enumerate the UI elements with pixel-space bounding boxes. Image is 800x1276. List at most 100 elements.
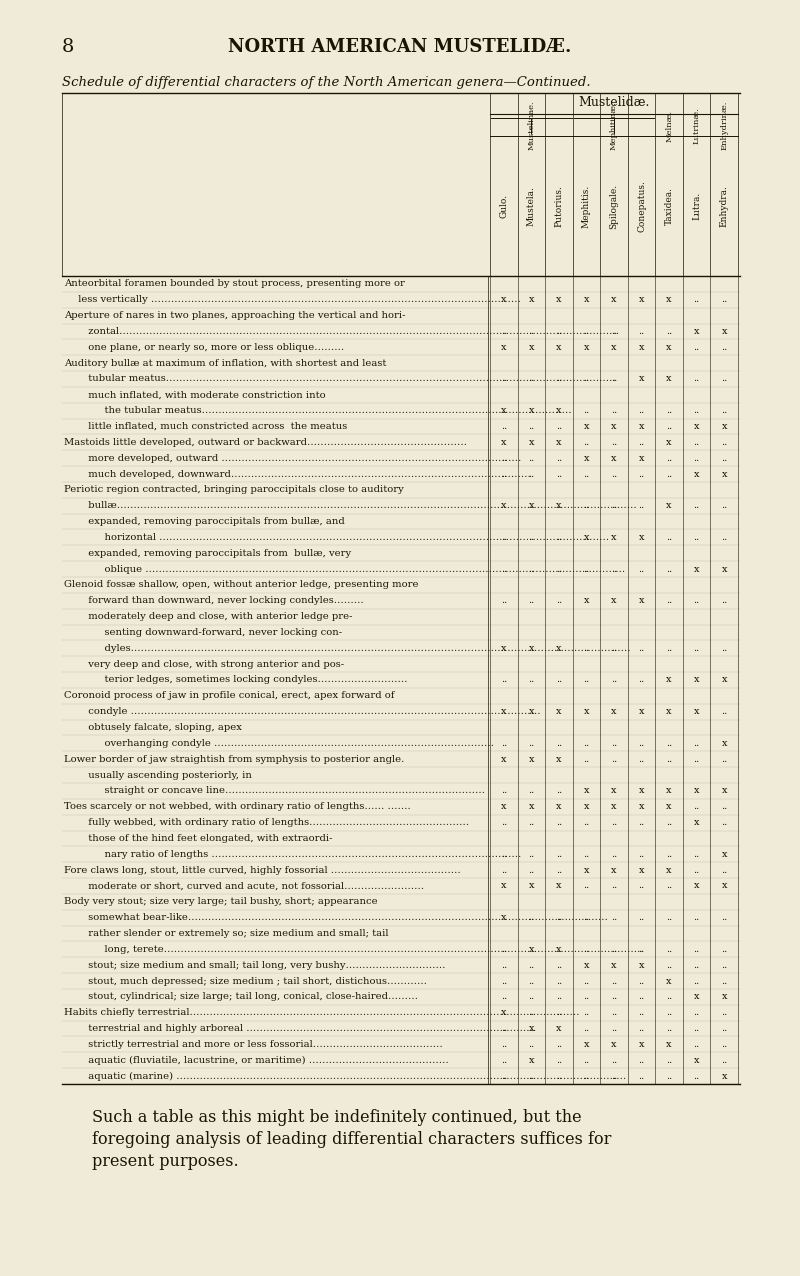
Text: ..: ..	[611, 739, 617, 748]
Text: x: x	[722, 993, 727, 1002]
Text: ..: ..	[694, 1008, 700, 1017]
Text: ..: ..	[583, 327, 590, 336]
Text: ..: ..	[694, 1072, 700, 1081]
Text: ..: ..	[666, 1072, 672, 1081]
Text: x: x	[666, 1040, 672, 1049]
Text: ..: ..	[501, 327, 507, 336]
Text: ..: ..	[694, 406, 700, 415]
Text: ..: ..	[583, 993, 590, 1002]
Text: ..: ..	[501, 454, 507, 463]
Text: senting downward-forward, never locking con-: senting downward-forward, never locking …	[92, 628, 342, 637]
Text: ..: ..	[501, 533, 507, 542]
Text: ..: ..	[611, 501, 617, 510]
Text: ..: ..	[556, 993, 562, 1002]
Text: ..: ..	[721, 865, 727, 874]
Text: x: x	[501, 501, 506, 510]
Text: ..: ..	[583, 944, 590, 954]
Text: overhanging condyle …………………………………………………………………………: overhanging condyle ………………………………………………………	[92, 739, 494, 748]
Text: ..: ..	[501, 976, 507, 985]
Text: ..: ..	[501, 374, 507, 384]
Text: Anteorbital foramen bounded by stout process, presenting more or: Anteorbital foramen bounded by stout pro…	[64, 279, 405, 288]
Text: ..: ..	[638, 914, 645, 923]
Text: x: x	[611, 295, 617, 304]
Text: ..: ..	[694, 1040, 700, 1049]
Text: x: x	[501, 644, 506, 653]
Text: Gulo.: Gulo.	[499, 194, 508, 218]
Text: x: x	[666, 786, 672, 795]
Text: ..: ..	[638, 850, 645, 859]
Text: x: x	[611, 786, 617, 795]
Text: foregoing analysis of leading differential characters suffices for: foregoing analysis of leading differenti…	[92, 1131, 611, 1148]
Text: ..: ..	[666, 564, 672, 574]
Text: ..: ..	[694, 374, 700, 384]
Text: ..: ..	[501, 865, 507, 874]
Text: strictly terrestrial and more or less fossorial…………………………………: strictly terrestrial and more or less fo…	[82, 1040, 442, 1049]
Text: usually ascending posteriorly, in: usually ascending posteriorly, in	[82, 771, 252, 780]
Text: x: x	[584, 786, 589, 795]
Text: ..: ..	[694, 1025, 700, 1034]
Text: ..: ..	[501, 564, 507, 574]
Text: Fore claws long, stout, little curved, highly fossorial …………………………………: Fore claws long, stout, little curved, h…	[64, 865, 461, 874]
Text: ..: ..	[528, 327, 534, 336]
Text: ..: ..	[528, 564, 534, 574]
Text: x: x	[529, 803, 534, 812]
Text: ..: ..	[694, 343, 700, 352]
Text: ..: ..	[583, 1055, 590, 1064]
Text: ..: ..	[721, 1025, 727, 1034]
Text: Mustelidæ.: Mustelidæ.	[578, 97, 650, 110]
Text: ..: ..	[694, 596, 700, 605]
Text: ..: ..	[528, 1040, 534, 1049]
Text: ..: ..	[721, 944, 727, 954]
Text: ..: ..	[528, 786, 534, 795]
Text: ..: ..	[611, 564, 617, 574]
Text: ..: ..	[611, 976, 617, 985]
Text: ..: ..	[556, 739, 562, 748]
Text: x: x	[694, 564, 699, 574]
Text: x: x	[529, 754, 534, 764]
Text: ..: ..	[721, 295, 727, 304]
Text: ..: ..	[583, 882, 590, 891]
Text: ..: ..	[501, 944, 507, 954]
Text: straight or concave line……………………………………………………………………: straight or concave line……………………………………………	[92, 786, 485, 795]
Text: x: x	[694, 707, 699, 716]
Text: ..: ..	[528, 976, 534, 985]
Text: x: x	[529, 501, 534, 510]
Text: x: x	[556, 882, 562, 891]
Text: ..: ..	[501, 739, 507, 748]
Text: ..: ..	[638, 644, 645, 653]
Text: ..: ..	[556, 422, 562, 431]
Text: ..: ..	[666, 1025, 672, 1034]
Text: x: x	[639, 786, 644, 795]
Text: Lower border of jaw straightish from symphysis to posterior angle.: Lower border of jaw straightish from sym…	[64, 754, 404, 764]
Text: x: x	[694, 1055, 699, 1064]
Text: Coronoid process of jaw in profile conical, erect, apex forward of: Coronoid process of jaw in profile conic…	[64, 692, 394, 701]
Text: x: x	[529, 438, 534, 447]
Text: x: x	[584, 422, 589, 431]
Text: ..: ..	[721, 501, 727, 510]
Text: Conepatus.: Conepatus.	[637, 180, 646, 232]
Text: ..: ..	[721, 1008, 727, 1017]
Text: ..: ..	[666, 754, 672, 764]
Text: x: x	[611, 865, 617, 874]
Text: ..: ..	[501, 786, 507, 795]
Text: x: x	[556, 438, 562, 447]
Text: ..: ..	[666, 470, 672, 478]
Text: ..: ..	[666, 993, 672, 1002]
Text: ..: ..	[721, 343, 727, 352]
Text: x: x	[611, 803, 617, 812]
Text: x: x	[722, 786, 727, 795]
Text: x: x	[556, 295, 562, 304]
Text: Mustelinae.: Mustelinae.	[527, 101, 535, 151]
Text: ..: ..	[611, 406, 617, 415]
Text: ..: ..	[638, 1025, 645, 1034]
Text: ..: ..	[666, 644, 672, 653]
Text: ..: ..	[501, 818, 507, 827]
Text: ..: ..	[666, 944, 672, 954]
Text: Lutra.: Lutra.	[692, 191, 701, 221]
Text: x: x	[722, 882, 727, 891]
Text: Melnæ.: Melnæ.	[665, 110, 673, 142]
Text: x: x	[501, 707, 506, 716]
Text: x: x	[639, 865, 644, 874]
Text: fully webbed, with ordinary ratio of lengths…………………………………………: fully webbed, with ordinary ratio of len…	[82, 818, 469, 827]
Text: x: x	[501, 438, 506, 447]
